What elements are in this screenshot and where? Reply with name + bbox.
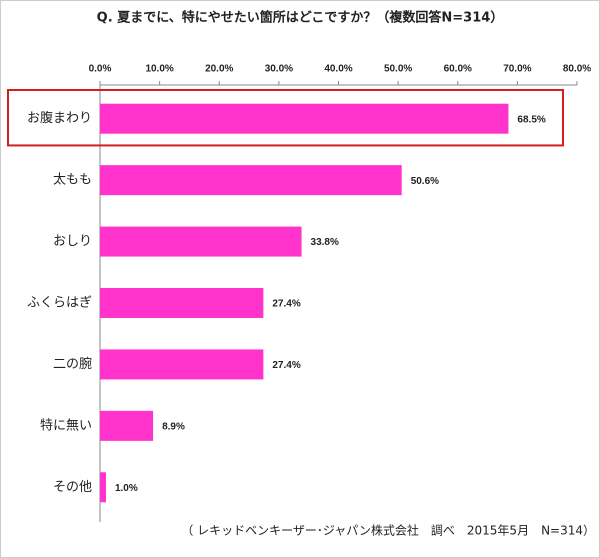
category-label: 二の腕 — [53, 356, 92, 372]
x-tick-label: 80.0% — [563, 64, 591, 75]
chart-title: Q. 夏までに、特にやせたい箇所はどこですか？（複数回答N=314） — [97, 10, 504, 26]
x-tick-label: 40.0% — [324, 64, 352, 75]
x-tick-label: 0.0% — [89, 64, 112, 75]
value-label: 8.9% — [162, 421, 185, 432]
category-label: ふくらはぎ — [27, 296, 92, 311]
bar — [100, 410, 154, 441]
value-label: 50.6% — [411, 176, 439, 187]
value-label: 27.4% — [272, 299, 300, 310]
x-tick-label: 20.0% — [205, 64, 233, 75]
value-label: 33.8% — [311, 237, 339, 248]
value-label: 27.4% — [272, 360, 300, 371]
x-tick-label: 70.0% — [503, 64, 531, 75]
bar — [100, 288, 264, 318]
category-label: その他 — [53, 480, 92, 495]
bar — [100, 226, 302, 257]
x-tick-label: 30.0% — [265, 64, 293, 75]
x-tick-label: 50.0% — [384, 64, 412, 75]
bar — [100, 103, 509, 134]
value-label: 1.0% — [115, 483, 138, 494]
x-tick-label: 10.0% — [145, 64, 173, 75]
category-label: 太もも — [53, 173, 92, 188]
category-label: お腹まわり — [27, 110, 92, 126]
bar — [100, 165, 402, 196]
category-label: おしり — [53, 234, 92, 249]
bar — [100, 472, 106, 503]
bar — [100, 349, 264, 380]
x-tick-label: 60.0% — [444, 64, 472, 75]
value-label: 68.5% — [517, 114, 545, 125]
source-note: （ レキッドベンキーザー･ジャパン株式会社 調べ 2015年5月 N=314） — [181, 523, 595, 538]
category-label: 特に無い — [40, 418, 92, 433]
highlight-box — [7, 89, 564, 147]
